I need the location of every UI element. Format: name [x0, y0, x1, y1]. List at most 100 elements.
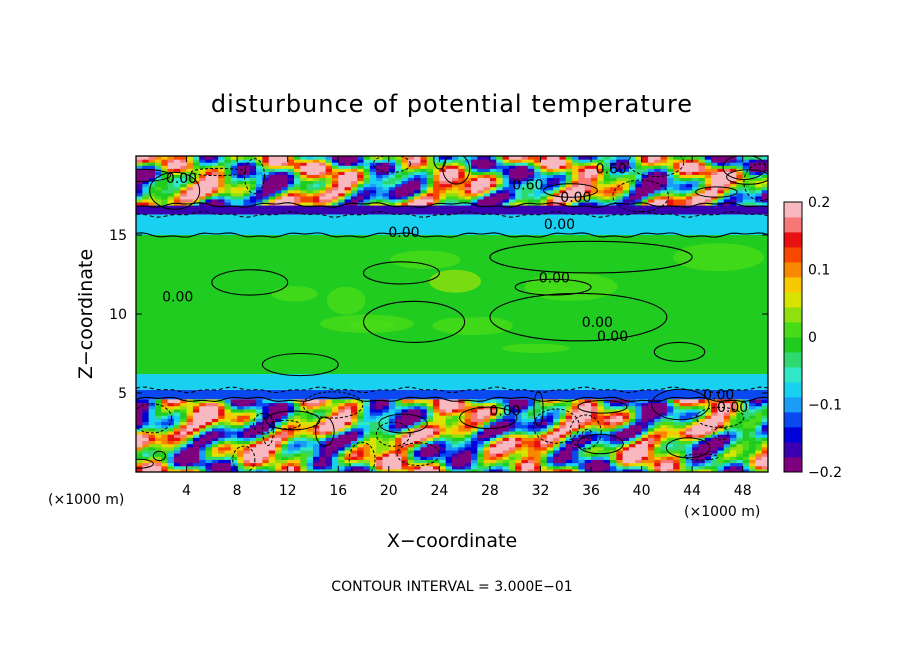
field-cell: [559, 171, 567, 175]
field-cell: [591, 174, 598, 179]
field-cell: [654, 421, 662, 426]
field-cell: [515, 192, 523, 197]
field-cell: [584, 443, 592, 448]
field-cell: [205, 408, 213, 413]
field-cell: [205, 198, 213, 203]
field-cell: [395, 408, 403, 413]
field-cell: [249, 156, 257, 160]
field-cell: [414, 465, 421, 470]
field-cell: [243, 192, 251, 197]
field-cell: [603, 165, 611, 169]
field-cell: [521, 195, 529, 200]
field-cell: [698, 408, 706, 413]
field-cell: [376, 465, 384, 470]
field-cell: [249, 159, 257, 163]
field-cell: [433, 468, 440, 472]
field-cell: [755, 183, 763, 188]
field-cell: [711, 171, 719, 175]
field-cell: [161, 446, 169, 451]
field-cell: [294, 449, 301, 454]
field-cell: [382, 411, 390, 416]
field-cell: [483, 189, 491, 194]
field-cell: [635, 159, 643, 163]
field-cell: [388, 189, 396, 194]
field-cell: [565, 192, 573, 197]
field-cell: [546, 427, 554, 432]
field-cell: [186, 405, 194, 410]
field-cell: [154, 201, 162, 206]
field-cell: [597, 399, 605, 404]
colorbar-swatch: [784, 247, 802, 263]
field-patch: [597, 328, 637, 337]
field-cell: [704, 415, 712, 419]
field-cell: [647, 449, 655, 454]
field-cell: [660, 183, 668, 188]
contour-line: [261, 352, 339, 377]
field-cell: [673, 446, 681, 451]
field-cell: [521, 186, 529, 191]
field-cell: [243, 198, 251, 203]
field-cell: [414, 459, 421, 464]
field-cell: [546, 449, 554, 454]
field-cell: [180, 449, 188, 454]
field-cell: [224, 183, 232, 188]
field-cell: [388, 183, 396, 188]
field-cell: [673, 156, 681, 160]
field-cell: [167, 449, 175, 454]
field-cell: [148, 165, 156, 169]
field-cell: [458, 198, 466, 203]
field-cell: [489, 177, 497, 182]
field-cell: [300, 456, 308, 460]
field-cell: [433, 427, 440, 432]
field-cell: [464, 453, 472, 457]
field-cell: [275, 446, 282, 451]
field-cell: [382, 180, 390, 185]
field-cell: [268, 459, 276, 464]
field-cell: [319, 159, 327, 163]
y-axis-label: Z−coordinate: [75, 249, 97, 379]
field-cell: [489, 443, 497, 448]
field-cell: [173, 453, 181, 457]
field-cell: [527, 468, 535, 472]
x-tick-label: 24: [430, 483, 448, 499]
field-cell: [363, 434, 371, 438]
field-cell: [230, 424, 238, 429]
field-cell: [338, 453, 346, 457]
field-cell: [553, 156, 561, 160]
field-cell: [268, 440, 276, 445]
field-cell: [262, 198, 270, 203]
field-cell: [376, 462, 384, 467]
field-cell: [489, 449, 497, 454]
field-cell: [243, 168, 251, 172]
field-cell: [477, 421, 485, 426]
field-cell: [294, 437, 301, 441]
field-cell: [173, 424, 181, 429]
field-cell: [616, 446, 624, 451]
field-cell: [142, 186, 150, 191]
field-cell: [521, 462, 529, 467]
field-cell: [376, 411, 384, 416]
field-cell: [572, 180, 579, 185]
field-cell: [496, 189, 504, 194]
field-cell: [641, 201, 649, 206]
field-cell: [186, 402, 194, 407]
field-cell: [654, 418, 662, 423]
field-cell: [717, 195, 725, 200]
contour-label: 0.00: [166, 171, 197, 187]
field-cell: [673, 399, 681, 404]
field-cell: [382, 165, 390, 169]
field-cell: [489, 186, 497, 191]
field-cell: [338, 434, 346, 438]
field-cell: [306, 440, 314, 445]
field-cell: [628, 421, 636, 426]
field-cell: [420, 405, 428, 410]
field-cell: [540, 183, 548, 188]
field-cell: [584, 430, 592, 435]
field-cell: [395, 165, 403, 169]
field-cell: [167, 183, 175, 188]
field-cell: [306, 456, 314, 460]
field-cell: [464, 465, 472, 470]
field-cell: [755, 440, 763, 445]
field-cell: [224, 180, 232, 185]
field-cell: [521, 411, 529, 416]
